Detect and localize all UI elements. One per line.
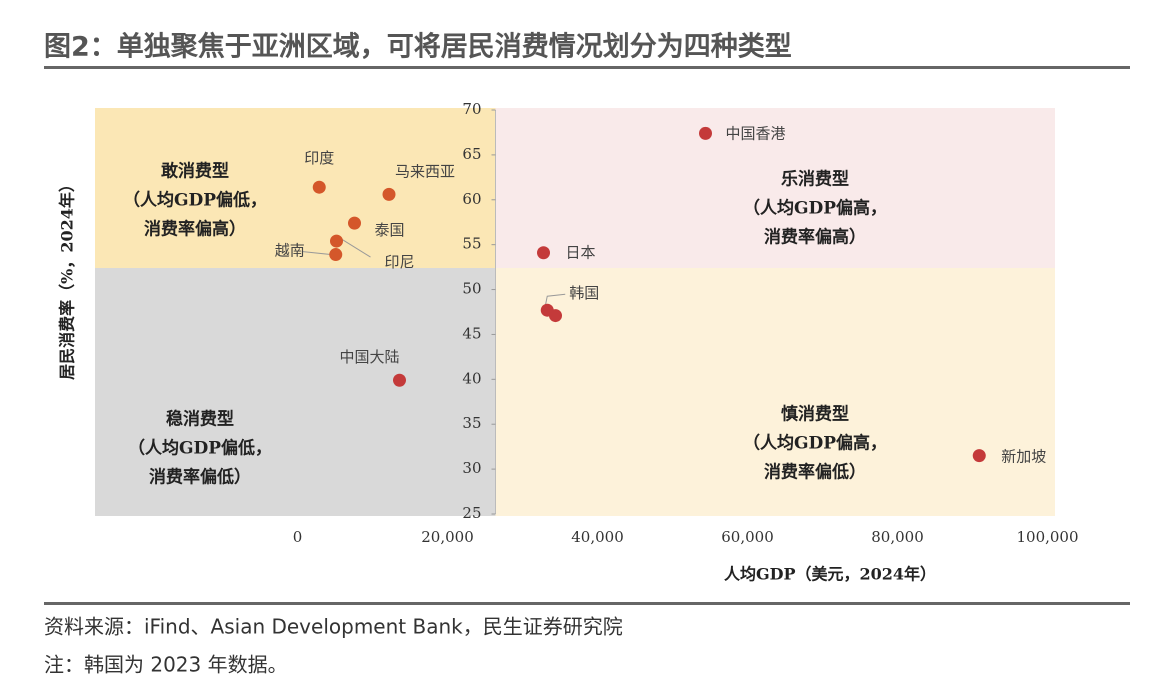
- point-label: 中国香港: [726, 124, 786, 142]
- x-tick-label: 80,000: [871, 528, 924, 546]
- leader-line: [544, 293, 566, 307]
- quadrant-label: 消费率偏高）: [144, 219, 246, 240]
- y-tick-label: 40: [462, 369, 481, 387]
- point-label: 印尼: [385, 253, 415, 271]
- quadrant-label: 敢消费型: [161, 161, 229, 182]
- x-tick-label: 60,000: [721, 528, 774, 546]
- y-tick-label: 25: [462, 504, 481, 522]
- y-tick-label: 70: [462, 100, 481, 118]
- quadrant-label: （人均GDP偏高，: [743, 433, 887, 454]
- point-label: 马来西亚: [395, 162, 455, 180]
- chart-title: 图2：单独聚焦于亚洲区域，可将居民消费情况划分为四种类型: [44, 31, 792, 63]
- quadrant-label: 消费率偏低）: [764, 462, 866, 483]
- quadrant-label: 消费率偏低）: [149, 467, 251, 488]
- point-label: 日本: [566, 244, 596, 262]
- quadrant: [95, 268, 496, 516]
- x-axis-label: 人均GDP（美元，2024年）: [724, 565, 936, 584]
- footnote: 注：韩国为 2023 年数据。: [44, 653, 288, 677]
- quadrant-label: 慎消费型: [781, 404, 849, 425]
- point-label: 印度: [304, 149, 334, 167]
- quadrant: [95, 108, 496, 269]
- leader-line: [341, 238, 371, 258]
- quadrant-label: 消费率偏高）: [764, 227, 866, 248]
- point: [393, 373, 406, 387]
- leader-line: [301, 251, 331, 256]
- title-rule: [44, 66, 1130, 69]
- y-tick-label: 50: [462, 280, 481, 298]
- y-tick-label: 30: [462, 459, 481, 477]
- y-axis-label: 居民消费率（%，2024年）: [58, 176, 77, 380]
- point: [549, 309, 562, 323]
- point-label: 韩国: [569, 284, 599, 302]
- quadrant: [495, 268, 1055, 516]
- footer-rule: [44, 602, 1130, 605]
- point-label: 新加坡: [1001, 448, 1046, 466]
- point: [382, 187, 396, 201]
- quadrant-label: （人均GDP偏低，: [128, 438, 272, 459]
- point: [312, 180, 326, 194]
- quadrant-label: 稳消费型: [166, 409, 234, 430]
- quadrant-label: （人均GDP偏高，: [743, 198, 887, 219]
- y-tick-label: 45: [462, 324, 481, 342]
- x-tick-label: 0: [293, 528, 303, 546]
- point: [329, 248, 343, 262]
- y-tick-label: 35: [462, 414, 481, 432]
- x-tick-label: 20,000: [421, 528, 474, 546]
- quadrant-label: （人均GDP偏低，: [123, 190, 267, 211]
- point-label: 越南: [275, 242, 305, 260]
- quadrant: [495, 108, 1055, 269]
- point: [537, 246, 550, 260]
- x-tick-label: 100,000: [1016, 528, 1078, 546]
- point-label: 中国大陆: [339, 348, 399, 366]
- point: [348, 216, 361, 230]
- y-tick-label: 65: [462, 145, 481, 163]
- point: [972, 449, 986, 463]
- x-tick-label: 40,000: [571, 528, 624, 546]
- point: [699, 126, 712, 140]
- point: [330, 234, 343, 248]
- point-label: 泰国: [375, 221, 405, 239]
- y-tick-label: 60: [462, 190, 481, 208]
- quadrant-label: 乐消费型: [781, 169, 849, 190]
- source-note: 资料来源：iFind、Asian Development Bank，民生证券研究…: [44, 615, 623, 639]
- y-tick-label: 55: [462, 235, 481, 253]
